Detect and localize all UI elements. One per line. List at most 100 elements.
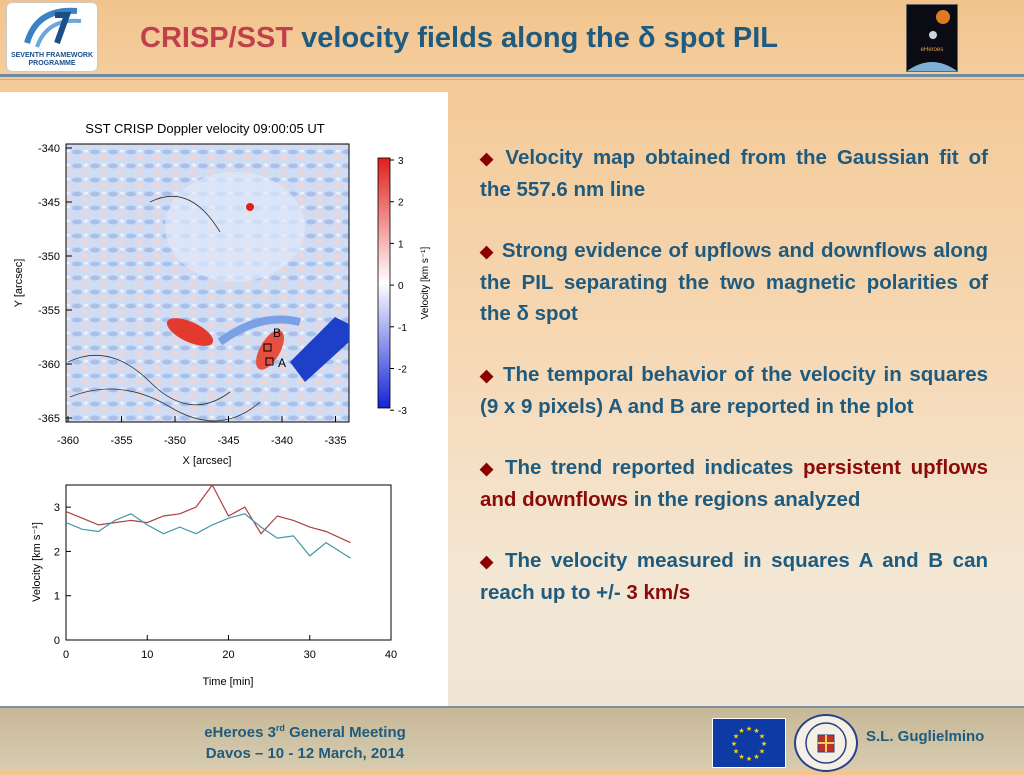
- doppler-map-y-ticks: -340 -345 -350 -355 -360 -365: [38, 143, 72, 425]
- map-x-tick-label: -350: [164, 435, 186, 447]
- eu-star-icon: ★: [761, 740, 767, 748]
- map-x-tick-label: -360: [57, 435, 79, 447]
- diamond-icon: ◆: [480, 552, 497, 571]
- diamond-icon: ◆: [480, 459, 497, 478]
- doppler-map-image: [65, 143, 350, 423]
- university-seal-icon: [794, 714, 858, 772]
- velocity-colorbar: [377, 157, 391, 409]
- bullet-emphasis: 3 km/s: [626, 581, 691, 604]
- bullet-text: The trend reported indicates: [504, 456, 804, 479]
- sun-planet-icon: [907, 10, 957, 71]
- eheroes-logo: eHeroes: [906, 4, 958, 72]
- doppler-map-x-ticks: -360 -355 -350 -345 -340 -335: [57, 416, 347, 447]
- author-name: S.L. Guglielmino: [866, 728, 985, 745]
- plot-y-tick-label: 1: [54, 591, 60, 603]
- meeting-title-rest: General Meeting: [284, 724, 406, 741]
- title-accent: CRISP/SST: [140, 22, 294, 54]
- eu-star-icon: ★: [759, 748, 765, 756]
- eu-star-icon: ★: [759, 733, 765, 741]
- colorbar-tick-label: 1: [398, 239, 404, 250]
- bullet-item: ◆ The velocity measured in squares A and …: [480, 545, 988, 608]
- colorbar-tick-label: -2: [398, 365, 407, 376]
- eu-star-icon: ★: [753, 753, 759, 761]
- bullet-item: ◆ Strong evidence of upflows and downflow…: [480, 235, 988, 329]
- bullet-item: ◆ Velocity map obtained from the Gaussian…: [480, 142, 988, 205]
- map-x-tick-label: -335: [324, 435, 346, 447]
- bullet-text: The velocity measured in squares A and B…: [480, 549, 988, 604]
- fp7-swirl-icon: [24, 7, 82, 48]
- bullet-item: ◆ The trend reported indicates persistent…: [480, 452, 988, 515]
- colorbar-ticks: 3 2 1 0 -1 -2 -3: [390, 156, 407, 417]
- map-y-tick-label: -355: [38, 305, 60, 317]
- header-divider-thin: [0, 79, 1024, 80]
- series-line-1: [65, 483, 351, 544]
- eheroes-logo-text: eHeroes: [920, 47, 944, 53]
- map-x-tick-label: -355: [110, 435, 132, 447]
- eu-star-icon: ★: [738, 727, 744, 735]
- eu-star-icon: ★: [733, 748, 739, 756]
- doppler-map-y-label: Y [arcsec]: [13, 259, 25, 308]
- bullet-text: Velocity map obtained from the Gaussian …: [480, 146, 988, 201]
- seal-graphic: [805, 722, 847, 764]
- eu-flag-icon: ★ ★ ★ ★ ★ ★ ★ ★ ★ ★ ★ ★: [712, 718, 786, 768]
- fp7-logo: SEVENTH FRAMEWORK PROGRAMME: [6, 2, 98, 72]
- colorbar-label: Velocity [km s⁻¹]: [420, 247, 431, 320]
- map-y-tick-label: -365: [38, 413, 60, 425]
- bullet-item: ◆ The temporal behavior of the velocity i…: [480, 359, 988, 422]
- eu-stars: ★★★★★★★★★ ★ ★★: [731, 725, 767, 763]
- footer: eHeroes 3rd General Meeting Davos – 10 -…: [0, 706, 1024, 772]
- header: [0, 0, 1024, 74]
- velocity-plot-series: [65, 483, 351, 559]
- bullet-text: The temporal behavior of the velocity in…: [480, 363, 989, 418]
- bullet-emphasis: persistent upflows and downflows: [480, 456, 989, 511]
- map-y-tick-label: -340: [38, 143, 60, 155]
- marker-a-square: [265, 357, 274, 366]
- plot-x-tick-label: 10: [141, 649, 153, 661]
- meeting-dates: Davos – 10 - 12 March, 2014: [205, 745, 405, 762]
- velocity-plot-y-label: Velocity [km s⁻¹]: [31, 522, 43, 602]
- meeting-title: eHeroes 3rd General Meeting: [150, 718, 460, 743]
- marker-b-square: [263, 343, 272, 352]
- meeting-title-sup: rd: [275, 723, 285, 733]
- map-x-tick-label: -345: [217, 435, 239, 447]
- doppler-map-title: SST CRISP Doppler velocity 09:00:05 UT: [85, 121, 324, 136]
- colorbar-tick-label: 2: [398, 198, 404, 209]
- plot-x-tick-label: 40: [385, 649, 397, 661]
- plot-x-tick-label: 20: [222, 649, 234, 661]
- eu-star-icon: ★: [738, 753, 744, 761]
- map-y-tick-label: -360: [38, 359, 60, 371]
- marker-a-label: A: [278, 356, 286, 370]
- plot-y-tick-label: 3: [54, 502, 60, 514]
- eu-star-icon: ★: [731, 740, 737, 748]
- map-x-tick-label: -340: [271, 435, 293, 447]
- bullet-text-end: in the regions analyzed: [628, 488, 861, 511]
- eu-star-icon: ★: [733, 733, 739, 741]
- diamond-icon: ◆: [480, 149, 498, 168]
- page-title: CRISP/SST velocity fields along the δ sp…: [140, 22, 778, 55]
- colorbar-tick-label: 0: [398, 281, 404, 292]
- colorbar-tick-label: 3: [398, 156, 404, 167]
- fp7-logo-text: SEVENTH FRAMEWORK PROGRAMME: [10, 52, 94, 67]
- meeting-info: eHeroes 3rd General Meeting Davos – 10 -…: [150, 718, 460, 764]
- diamond-icon: ◆: [480, 366, 495, 385]
- header-divider: [0, 74, 1024, 77]
- map-y-tick-label: -345: [38, 197, 60, 209]
- title-rest: velocity fields along the δ spot PIL: [301, 22, 778, 54]
- map-y-tick-label: -350: [38, 251, 60, 263]
- eu-star-icon: ★: [753, 727, 759, 735]
- series-line-2: [65, 513, 351, 559]
- velocity-plot-frame: [65, 484, 392, 641]
- plot-y-tick-label: 0: [54, 635, 60, 647]
- velocity-plot-x-label: Time [min]: [203, 676, 254, 688]
- plot-x-tick-label: 30: [304, 649, 316, 661]
- diamond-icon: ◆: [480, 242, 494, 261]
- bullet-list: ◆ Velocity map obtained from the Gaussian…: [480, 142, 988, 638]
- marker-b-label: B: [273, 326, 281, 340]
- bullet-text: Strong evidence of upflows and downflows…: [480, 239, 988, 325]
- figure-panel: SST CRISP Doppler velocity 09:00:05 UT B…: [0, 92, 448, 706]
- eu-star-icon: ★: [746, 725, 752, 733]
- figure-svg: SST CRISP Doppler velocity 09:00:05 UT B…: [13, 121, 431, 688]
- colorbar-tick-label: -1: [398, 323, 407, 334]
- colorbar-tick-label: -3: [398, 406, 407, 417]
- plot-y-tick-label: 2: [54, 546, 60, 558]
